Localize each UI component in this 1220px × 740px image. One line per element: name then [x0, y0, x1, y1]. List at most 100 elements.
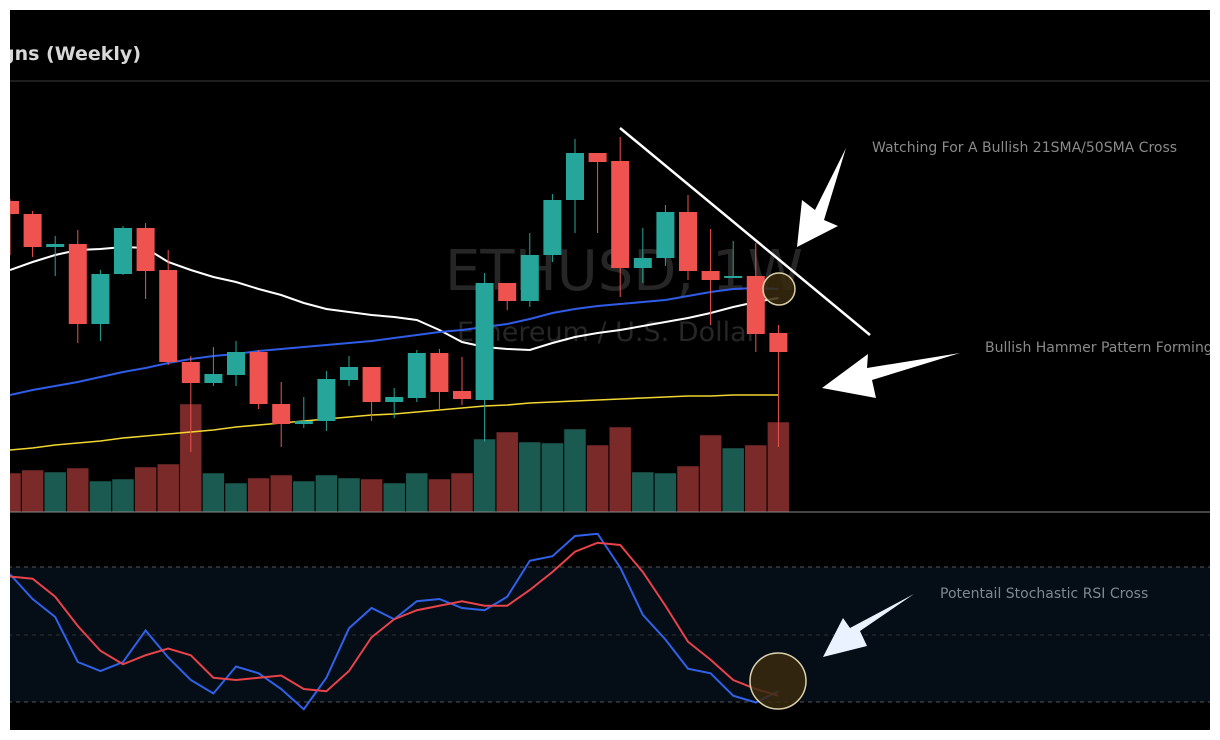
volume-bar [10, 472, 22, 513]
chart-title: gns (Weekly) [10, 43, 142, 65]
volume-bar [202, 472, 225, 513]
candle[interactable] [679, 195, 697, 280]
candle[interactable] [136, 223, 155, 299]
candle[interactable] [656, 205, 675, 266]
candle-body [294, 421, 313, 424]
volume-bar [382, 482, 406, 513]
volume-bar [676, 465, 700, 513]
chart-frame: gns (Weekly) ETHUSD, 1W Ethereum / U.S. … [10, 10, 1210, 730]
volume-bar [699, 434, 722, 513]
candle[interactable] [407, 350, 426, 402]
volume-bar [721, 447, 745, 513]
annotation-hammer[interactable]: Bullish Hammer Pattern Forming [985, 340, 1210, 356]
volume-bar [156, 463, 180, 513]
candle-body [543, 200, 562, 255]
candle[interactable] [701, 229, 720, 325]
candle[interactable] [227, 341, 245, 386]
candle[interactable] [746, 243, 765, 352]
candle[interactable] [68, 230, 87, 343]
volume-bar [631, 471, 655, 513]
annotation-stoch-cross[interactable]: Potentail Stochastic RSI Cross [940, 586, 1148, 602]
volume-bar [224, 482, 248, 513]
annotation-sma-cross[interactable]: Watching For A Bullish 21SMA/50SMA Cross [872, 140, 1177, 156]
candle[interactable] [430, 349, 449, 410]
volume-bar [744, 444, 768, 513]
candle-body [701, 271, 720, 280]
candle-body [272, 404, 291, 424]
candle[interactable] [453, 357, 471, 405]
candle-body [136, 228, 155, 271]
candle[interactable] [520, 233, 539, 307]
volume-bar [541, 442, 564, 513]
candle-body [204, 374, 223, 383]
candle[interactable] [91, 270, 110, 341]
candle[interactable] [23, 211, 42, 257]
arrow-icon[interactable] [822, 353, 960, 398]
volume-bar [89, 480, 112, 513]
volume-bar [450, 472, 474, 513]
candle-body [724, 276, 743, 278]
candle[interactable] [204, 347, 223, 386]
candle-body [23, 214, 42, 247]
candle-body [746, 276, 765, 334]
volume-bars [10, 403, 790, 513]
candle-body [249, 352, 268, 404]
highlight-circle-stoch[interactable] [749, 652, 807, 710]
candle-body [498, 283, 517, 301]
candle[interactable] [249, 350, 268, 409]
candle[interactable] [10, 199, 19, 255]
candle[interactable] [340, 356, 358, 386]
candle[interactable] [611, 137, 630, 297]
candle[interactable] [294, 397, 313, 428]
candle-body [588, 153, 607, 162]
candle[interactable] [498, 283, 517, 310]
candle-body [769, 333, 788, 352]
candle[interactable] [475, 273, 494, 442]
highlight-circle-sma[interactable] [762, 272, 796, 306]
candle-body [362, 367, 381, 402]
candle[interactable] [588, 153, 607, 233]
volume-bar [518, 441, 542, 513]
candle-body [520, 255, 539, 301]
volume-bar [428, 478, 451, 513]
volume-bar [495, 431, 519, 513]
volume-bar [360, 478, 383, 513]
volume-bar [654, 472, 677, 513]
stoch-line-red[interactable] [10, 541, 779, 697]
candle-body [453, 391, 471, 399]
candle-body [679, 212, 697, 271]
chart-canvas[interactable]: ETHUSD, 1W Ethereum / U.S. Dollar Watchi… [10, 10, 1210, 730]
candle[interactable] [114, 226, 132, 275]
volume-bar [608, 426, 632, 513]
candle-body [10, 201, 19, 214]
volume-bar [405, 472, 429, 513]
candle[interactable] [769, 325, 788, 447]
candle-body [566, 153, 584, 200]
trendline[interactable] [619, 127, 871, 336]
candle[interactable] [385, 388, 404, 418]
candle[interactable] [317, 371, 336, 431]
candle[interactable] [159, 250, 178, 365]
volume-bar [134, 466, 157, 513]
volume-bar [247, 477, 270, 513]
candle[interactable] [543, 194, 562, 262]
candle[interactable] [566, 139, 584, 233]
volume-bar [586, 444, 609, 513]
sma-line-blue[interactable] [10, 286, 779, 396]
candle[interactable] [46, 236, 65, 276]
arrow-icon[interactable] [797, 148, 846, 247]
candle-body [385, 397, 404, 402]
volume-bar [66, 467, 90, 513]
candle[interactable] [633, 228, 652, 283]
candle[interactable] [724, 241, 743, 278]
candle-body [407, 353, 426, 398]
candle[interactable] [272, 382, 291, 447]
candle-body [227, 352, 245, 375]
candle[interactable] [181, 356, 200, 452]
candle-body [68, 244, 87, 324]
volume-bar [563, 428, 587, 513]
arrow-icon[interactable] [823, 594, 914, 657]
volume-bar [337, 477, 361, 513]
candle-body [114, 228, 132, 274]
candle[interactable] [362, 367, 381, 421]
